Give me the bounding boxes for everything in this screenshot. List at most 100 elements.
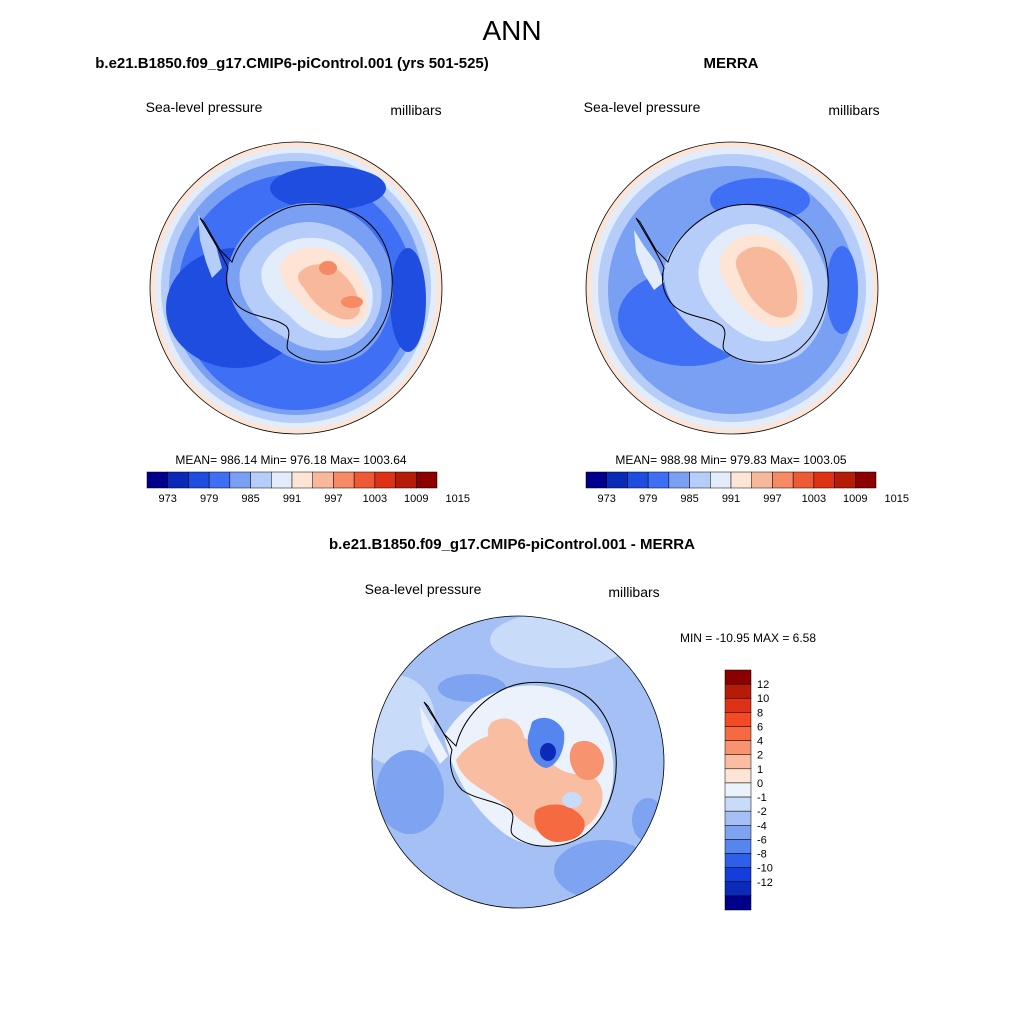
panel-model-title: b.e21.B1850.f09_g17.CMIP6-piControl.001 …	[95, 55, 489, 72]
panel-obs-title: MERRA	[704, 55, 759, 72]
figure-title: ANN	[482, 15, 541, 46]
colorbar-swatch	[813, 471, 835, 489]
colorbar-swatch	[834, 471, 856, 489]
colorbar-swatch	[724, 712, 752, 727]
panel-diff-title: b.e21.B1850.f09_g17.CMIP6-piControl.001 …	[329, 536, 695, 553]
colorbar-swatch	[208, 471, 231, 489]
panel-diff-map-border	[371, 615, 665, 909]
colorbar-swatch	[724, 726, 752, 741]
colorbar-swatch	[724, 782, 752, 798]
map-fill-level	[490, 616, 630, 668]
colorbar-swatch	[229, 471, 251, 489]
coastline	[423, 681, 617, 847]
colorbar-swatch	[146, 471, 168, 489]
colorbar-tick-label: 1003	[802, 493, 826, 505]
colorbar-swatch	[792, 471, 815, 489]
colorbar-tick-label: 10	[757, 693, 769, 705]
panel-model-colorbar: 973 979 985 991 997 1003 1009 1015	[146, 471, 470, 505]
coastline	[635, 203, 829, 363]
colorbar-swatch	[689, 471, 711, 489]
colorbar-tick-label: 1003	[363, 493, 387, 505]
colorbar-tick-label: 991	[722, 493, 740, 505]
colorbar-swatch	[724, 754, 752, 770]
colorbar-tick-label: 1015	[445, 493, 469, 505]
colorbar-tick-label: 973	[159, 493, 177, 505]
colorbar-tick-label: 997	[763, 493, 781, 505]
colorbar-tick-label: 12	[757, 679, 769, 691]
colorbar-tick-label: -6	[757, 834, 767, 846]
colorbar-tick-label: 4	[757, 736, 763, 748]
colorbar-swatch	[724, 825, 752, 840]
coastline	[199, 203, 393, 363]
panel-model-units-label: millibars	[390, 102, 441, 118]
colorbar-tick-label: 979	[639, 493, 657, 505]
colorbar-swatch	[627, 471, 649, 489]
colorbar-swatch	[724, 867, 752, 883]
colorbar-swatch	[710, 471, 732, 489]
panel-diff-map	[372, 616, 664, 908]
map-fill-high	[534, 804, 585, 842]
map-fill-high	[569, 740, 604, 780]
colorbar-tick-label: -8	[757, 849, 767, 861]
colorbar-swatch	[724, 683, 752, 699]
colorbar-swatch	[724, 697, 752, 713]
map-fill-high	[319, 261, 337, 275]
colorbar-swatch	[188, 471, 210, 489]
panel-obs-colorbar: 973 979 985 991 997 1003 1009 1015	[585, 471, 909, 505]
panel-model-stats: MEAN= 986.14 Min= 976.18 Max= 1003.64	[175, 453, 406, 467]
map-fill-high	[735, 246, 798, 318]
colorbar-swatch	[250, 471, 272, 489]
map-fill-low	[826, 246, 858, 334]
colorbar-tick-label: -1	[757, 792, 767, 804]
colorbar-swatch	[855, 471, 877, 489]
map-fill-peninsula	[198, 214, 222, 278]
map-fill-low	[270, 166, 386, 210]
colorbar-tick-label: 985	[241, 493, 259, 505]
colorbar-swatch	[724, 669, 752, 685]
panel-diff-variable-label: Sea-level pressure	[365, 581, 482, 597]
colorbar-tick-label: 6	[757, 721, 763, 733]
colorbar-tick-label: 979	[200, 493, 218, 505]
colorbar-tick-label: -2	[757, 806, 767, 818]
colorbar-tick-label: 2	[757, 750, 763, 762]
colorbar-swatch	[374, 471, 396, 489]
colorbar-swatch	[167, 471, 189, 489]
map-fill-peninsula	[420, 706, 448, 764]
panel-model-map-border	[149, 141, 443, 435]
colorbar-swatch	[724, 895, 752, 911]
map-fill-low	[554, 840, 654, 900]
colorbar-swatch	[724, 810, 752, 826]
panel-obs-map	[586, 142, 878, 434]
colorbar-swatch	[724, 796, 752, 812]
panel-model-map	[150, 142, 442, 434]
colorbar-tick-label: 1009	[404, 493, 428, 505]
colorbar-tick-label: 0	[757, 778, 763, 790]
colorbar-swatch	[606, 471, 628, 489]
colorbar-swatch	[395, 471, 417, 489]
colorbar-swatch	[724, 881, 752, 897]
map-fill-peninsula	[634, 230, 664, 290]
map-fill-high	[341, 296, 363, 308]
colorbar-tick-label: 1009	[843, 493, 867, 505]
colorbar-tick-label: 991	[283, 493, 301, 505]
colorbar-tick-label: -4	[757, 820, 767, 832]
colorbar-swatch	[647, 471, 670, 489]
map-fill-level	[562, 792, 582, 808]
colorbar-tick-label: 973	[598, 493, 616, 505]
panel-obs-stats: MEAN= 988.98 Min= 979.83 Max= 1003.05	[615, 453, 846, 467]
panel-model-variable-label: Sea-level pressure	[146, 99, 263, 115]
colorbar-swatch	[724, 853, 752, 868]
colorbar-tick-label: 8	[757, 707, 763, 719]
colorbar-tick-label: 985	[680, 493, 698, 505]
colorbar-swatch	[312, 471, 334, 489]
colorbar-tick-label: 1	[757, 764, 763, 776]
colorbar-swatch	[416, 471, 438, 489]
colorbar-tick-label: -10	[757, 863, 773, 875]
colorbar-swatch	[333, 471, 355, 489]
colorbar-swatch	[724, 768, 752, 784]
colorbar-swatch	[730, 471, 752, 489]
colorbar-tick-label: 997	[324, 493, 342, 505]
colorbar-swatch	[751, 471, 773, 489]
colorbar-swatch	[724, 839, 752, 854]
